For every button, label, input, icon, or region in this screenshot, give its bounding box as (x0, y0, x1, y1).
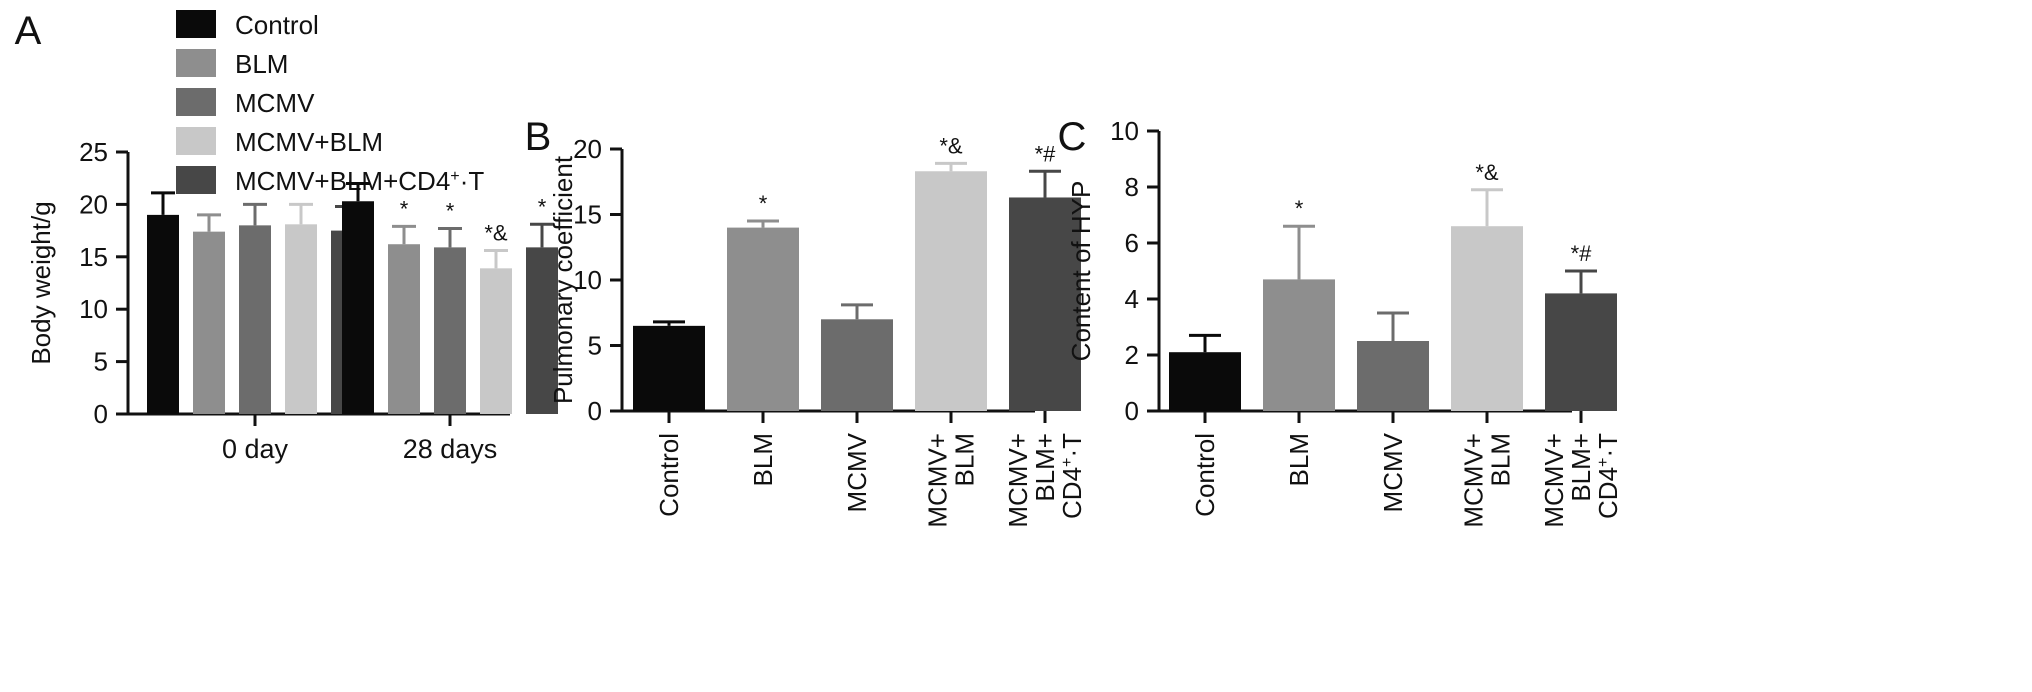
x-tick-label-c: MCMV (1378, 432, 1408, 512)
significance-c: * (1295, 196, 1304, 221)
y-tick-label-b: 10 (573, 265, 602, 295)
significance-a: * (538, 194, 547, 219)
legend-swatch-mcmv-blm (176, 127, 216, 155)
bar-a-control (147, 214, 179, 414)
panel-c: C 0 2 4 6 8 10 Content of HYP Control * BLM MCMV *& M… (1058, 115, 1623, 528)
y-tick-label-c: 8 (1125, 172, 1139, 202)
x-tick-label-c: MCMV+ (1539, 433, 1569, 528)
bar-a-blm (388, 244, 420, 414)
bar-c-mcmv-blm-cd4-t (1545, 293, 1617, 411)
bar-a-mcmv-blm (480, 268, 512, 414)
legend-label-blm: BLM (235, 49, 288, 79)
y-tick-label-a: 0 (94, 399, 108, 429)
x-tick-label-b: BLM+ (1030, 433, 1060, 502)
bar-b-mcmv-blm (915, 171, 987, 411)
legend-swatch-control (176, 10, 216, 38)
y-tick-label-c: 10 (1110, 116, 1139, 146)
y-tick-label-a: 15 (79, 242, 108, 272)
bar-c-blm (1263, 279, 1335, 411)
x-tick-label-c: BLM+ (1566, 433, 1596, 502)
bar-a-mcmv (239, 225, 271, 414)
y-axis-label-c: Content of HYP (1066, 181, 1096, 362)
bar-a-control (342, 201, 374, 414)
x-tick-label-c: CD4+·T (1593, 433, 1623, 519)
x-tick-label-b: MCMV (842, 432, 872, 512)
y-axis-label-b: Pulmonary coefficient (548, 155, 578, 404)
x-tick-label-c: MCMV+ (1459, 433, 1489, 528)
bar-c-control (1169, 352, 1241, 411)
y-tick-label-b: 0 (588, 396, 602, 426)
bar-b-control (633, 325, 705, 411)
significance-b: *& (939, 133, 963, 158)
legend-label-mcmv: MCMV (235, 88, 315, 118)
x-tick-label-b: Control (654, 433, 684, 517)
panel-label-c: C (1058, 115, 1087, 159)
bar-a-blm (193, 231, 225, 414)
significance-a: *& (484, 221, 508, 246)
significance-b: *# (1035, 141, 1057, 166)
x-tick-label-a: 0 day (222, 434, 289, 464)
x-tick-label-b: MCMV+ (1003, 433, 1033, 528)
bar-a-mcmv-blm-cd4-t (526, 247, 558, 414)
y-tick-label-b: 5 (588, 331, 602, 361)
x-tick-label-c: BLM (1486, 433, 1516, 486)
y-tick-label-c: 2 (1125, 340, 1139, 370)
legend-swatch-mcmv-blm-cd4-t (176, 166, 216, 194)
x-tick-label-b: BLM (950, 433, 980, 486)
legend-label-mcmv-blm-cd4-t: MCMV+BLM+CD4+·T (235, 166, 484, 196)
significance-a: * (446, 199, 455, 224)
y-tick-label-c: 0 (1125, 396, 1139, 426)
y-tick-label-a: 25 (79, 137, 108, 167)
bar-c-mcmv-blm (1451, 226, 1523, 411)
x-tick-label-c: Control (1190, 433, 1220, 517)
legend-swatch-blm (176, 49, 216, 77)
y-tick-label-c: 4 (1125, 284, 1139, 314)
y-tick-label-b: 20 (573, 134, 602, 164)
bar-b-mcmv-blm-cd4-t (1009, 197, 1081, 411)
bar-a-mcmv-blm (285, 224, 317, 414)
legend-label-mcmv-blm: MCMV+BLM (235, 127, 383, 157)
y-axis-label-a: Body weight/g (26, 201, 56, 364)
x-tick-label-a: 28 days (403, 434, 498, 464)
bar-a-mcmv (434, 247, 466, 414)
y-tick-label-a: 10 (79, 294, 108, 324)
y-tick-label-a: 5 (94, 347, 108, 377)
panel-a: A Control BLM MCMV MCMV+BLM MCMV+BLM+CD4+·T 0 5… (15, 9, 558, 464)
y-tick-label-c: 6 (1125, 228, 1139, 258)
x-tick-label-b: BLM (748, 433, 778, 486)
significance-c: *& (1475, 160, 1499, 185)
x-tick-label-b: MCMV+ (923, 433, 953, 528)
bar-b-blm (727, 227, 799, 411)
x-tick-label-c: BLM (1284, 433, 1314, 486)
legend-swatch-mcmv (176, 88, 216, 116)
legend: Control BLM MCMV MCMV+BLM MCMV+BLM+CD4+·T (176, 10, 484, 196)
y-tick-label-b: 15 (573, 200, 602, 230)
bar-c-mcmv (1357, 341, 1429, 411)
significance-b: * (759, 191, 768, 216)
bar-b-mcmv (821, 319, 893, 411)
y-tick-label-a: 20 (79, 189, 108, 219)
significance-a: * (400, 196, 409, 221)
significance-c: *# (1571, 241, 1593, 266)
x-tick-label-b: CD4+·T (1057, 433, 1087, 519)
panel-label-b: B (525, 115, 552, 159)
panel-label-a: A (15, 9, 42, 53)
legend-label-control: Control (235, 10, 319, 40)
